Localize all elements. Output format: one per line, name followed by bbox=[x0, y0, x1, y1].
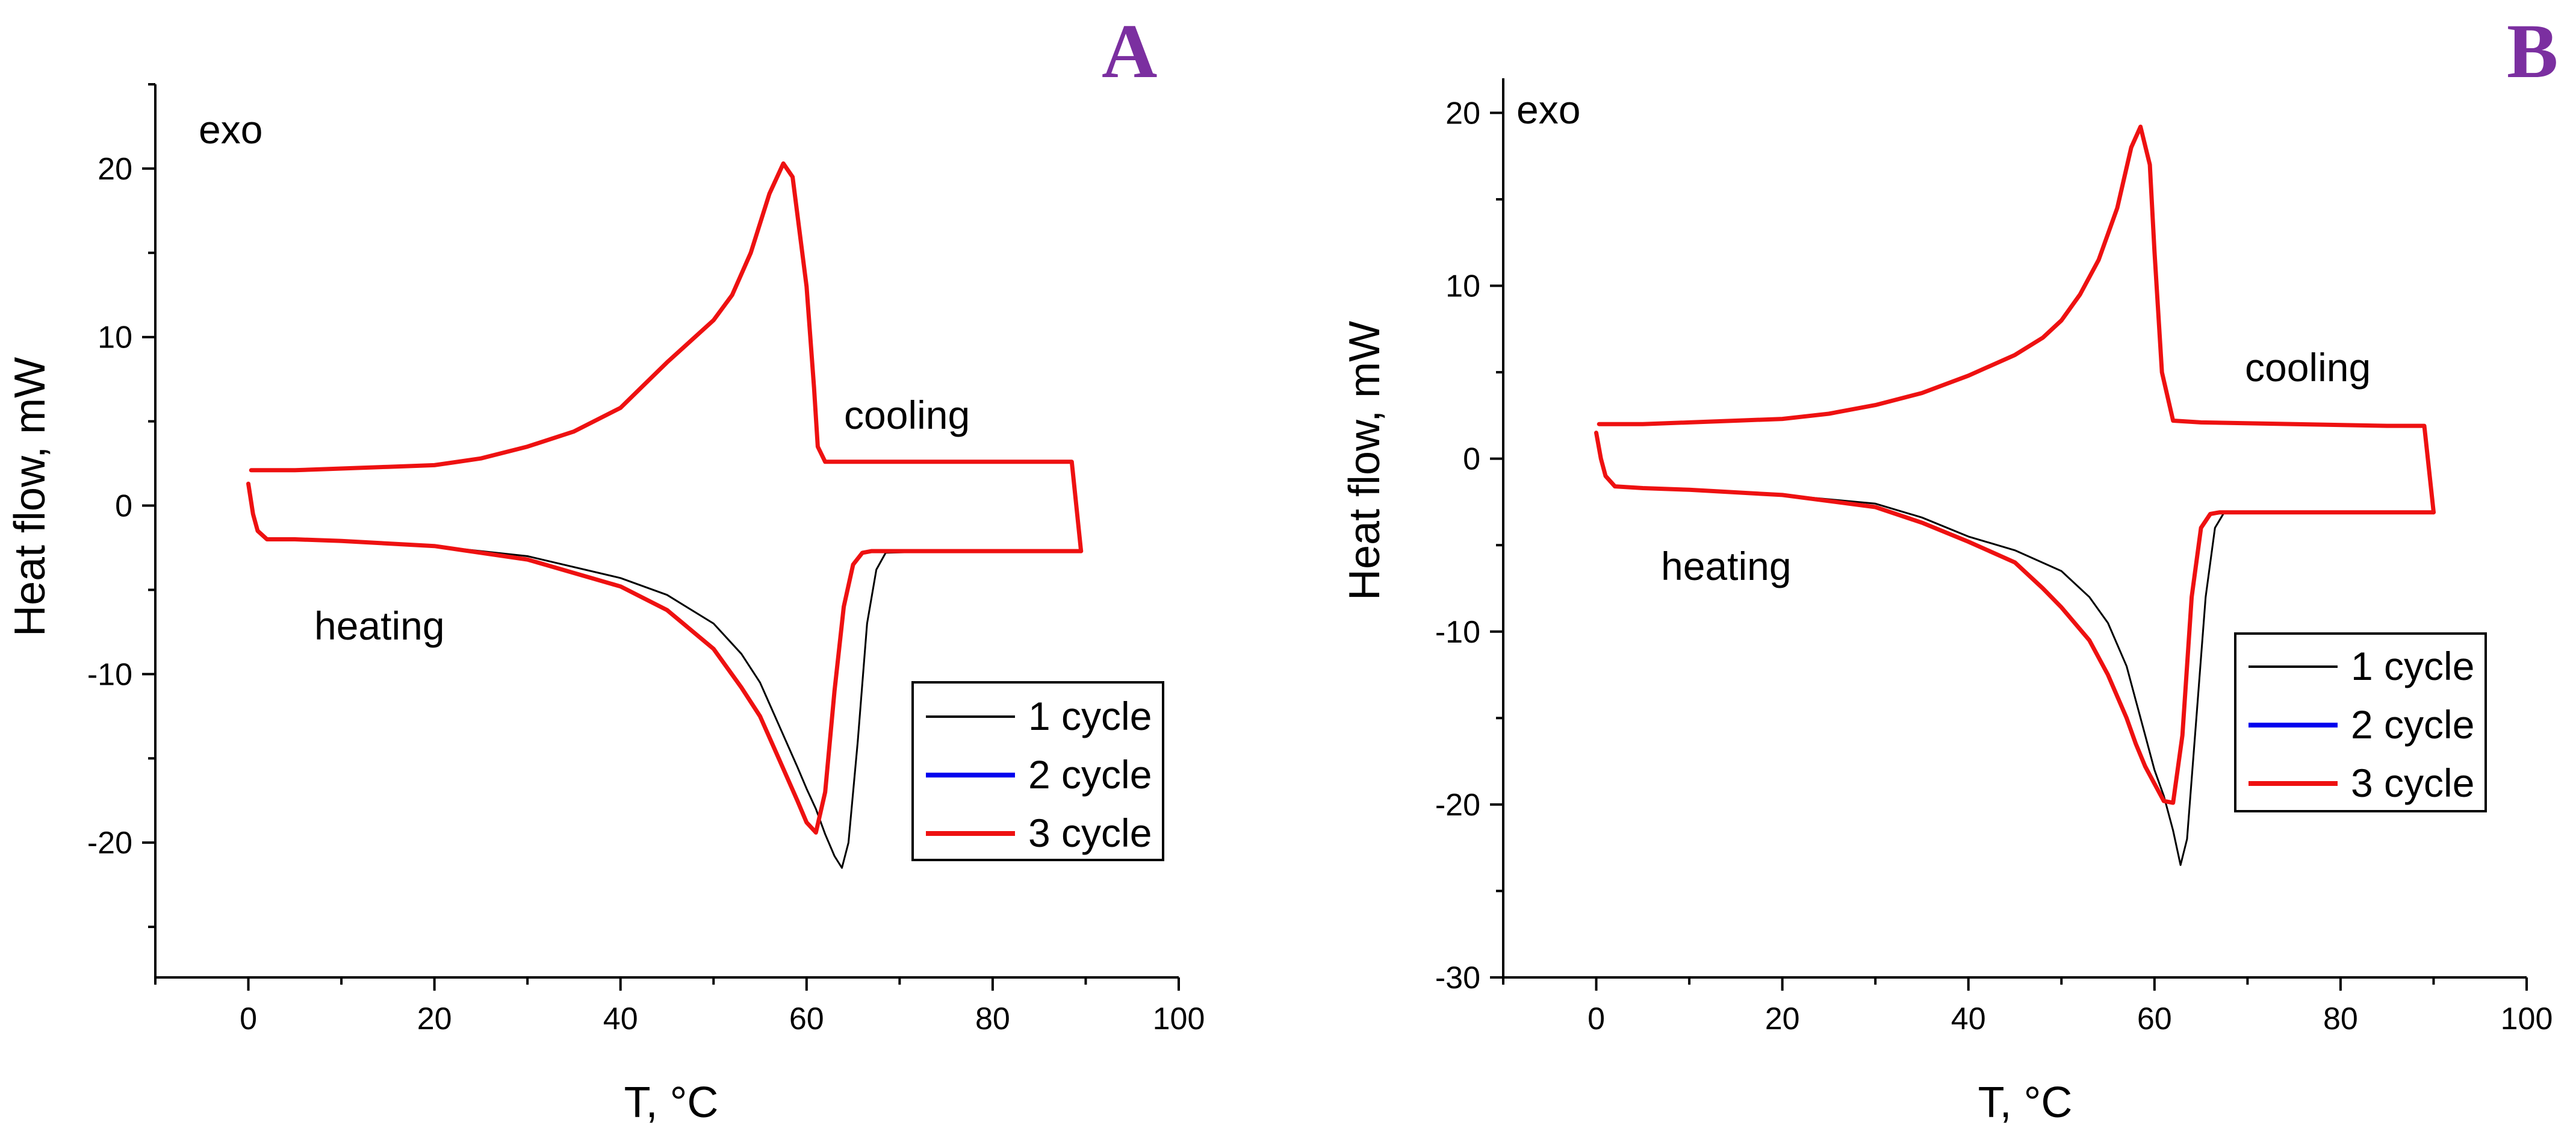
legend-label-cycle1: 1 cycle bbox=[2351, 644, 2474, 688]
x-tick-label: 100 bbox=[1153, 1002, 1205, 1036]
chart-panel-b: B 0 20 40 60 80 100 -30 -20 -10 0 10 20 exo cooling… bbox=[1288, 0, 2575, 1134]
series-3-cycle-heating-line bbox=[1594, 431, 2436, 805]
x-tick-label: 20 bbox=[1765, 1002, 1800, 1036]
y-tick-label: 20 bbox=[1445, 96, 1480, 131]
x-tick-label: 0 bbox=[240, 1002, 257, 1036]
y-axis-title: Heat flow, mW bbox=[1341, 321, 1389, 600]
x-tick-label: 80 bbox=[975, 1002, 1010, 1036]
series-2-cycle-cooling-line bbox=[1597, 125, 2436, 514]
legend: 1 cycle 2 cycle 3 cycle bbox=[2234, 632, 2487, 812]
annotation-heating: heating bbox=[314, 603, 445, 648]
series-2-cycle-cooling-line bbox=[249, 161, 1083, 553]
y-tick-label: -10 bbox=[87, 657, 132, 692]
x-tick-label: 100 bbox=[2501, 1002, 2553, 1036]
series-3-cycle-cooling-line bbox=[1597, 124, 2436, 515]
legend: 1 cycle 2 cycle 3 cycle bbox=[911, 681, 1164, 861]
x-axis-title: T, °C bbox=[1978, 1079, 2073, 1127]
annotation-cooling: cooling bbox=[844, 393, 970, 437]
y-tick-label: 0 bbox=[115, 489, 132, 524]
chart-b-svg: B 0 20 40 60 80 100 -30 -20 -10 0 10 20 exo cooling… bbox=[1341, 8, 2558, 1127]
series-1-cycle-cooling-line bbox=[250, 163, 1082, 552]
legend-label-cycle2: 2 cycle bbox=[1028, 752, 1152, 797]
series-3-cycle-cooling-line bbox=[249, 161, 1084, 553]
panel-letter-b: B bbox=[2507, 8, 2558, 94]
panel-letter-a: A bbox=[1102, 8, 1157, 94]
x-tick-label: 80 bbox=[2323, 1002, 2358, 1036]
annotation-cooling: cooling bbox=[2245, 345, 2371, 390]
x-axis-title: T, °C bbox=[624, 1079, 719, 1127]
chart-panel-a: A 0 20 40 60 80 100 -20 -10 0 10 20 exo cooling he… bbox=[6, 8, 1205, 1127]
annotation-exo: exo bbox=[1516, 87, 1580, 132]
x-tick-label: 0 bbox=[1587, 1002, 1605, 1036]
y-tick-label: -20 bbox=[1435, 788, 1480, 823]
y-tick-label: 20 bbox=[98, 152, 132, 187]
y-tick-label: -20 bbox=[87, 826, 132, 861]
y-tick-label: -30 bbox=[1435, 961, 1480, 995]
y-tick-label: 10 bbox=[98, 320, 132, 355]
legend-box bbox=[911, 681, 1164, 861]
y-tick-label: -10 bbox=[1435, 615, 1480, 650]
legend-label-cycle1: 1 cycle bbox=[1028, 694, 1152, 738]
y-tick-label: 10 bbox=[1445, 269, 1480, 304]
legend-label-cycle3: 3 cycle bbox=[2351, 761, 2474, 805]
x-tick-label: 40 bbox=[603, 1002, 638, 1036]
legend-label-cycle2: 2 cycle bbox=[2351, 702, 2474, 747]
x-tick-label: 40 bbox=[1951, 1002, 1986, 1036]
annotation-heating: heating bbox=[1661, 544, 1792, 588]
y-axis-title: Heat flow, mW bbox=[6, 357, 54, 637]
x-tick-label: 60 bbox=[789, 1002, 824, 1036]
chart-a-svg: A 0 20 40 60 80 100 -20 -10 0 10 20 exo cooling he… bbox=[6, 8, 1205, 1127]
annotation-exo: exo bbox=[199, 107, 262, 152]
legend-label-cycle3: 3 cycle bbox=[1028, 811, 1152, 855]
y-tick-label: 0 bbox=[1463, 442, 1480, 477]
series-3-cycle-heating-line bbox=[246, 481, 1084, 835]
x-tick-label: 20 bbox=[417, 1002, 452, 1036]
series-1-cycle-cooling-line bbox=[1598, 125, 2435, 514]
x-tick-label: 60 bbox=[2137, 1002, 2172, 1036]
